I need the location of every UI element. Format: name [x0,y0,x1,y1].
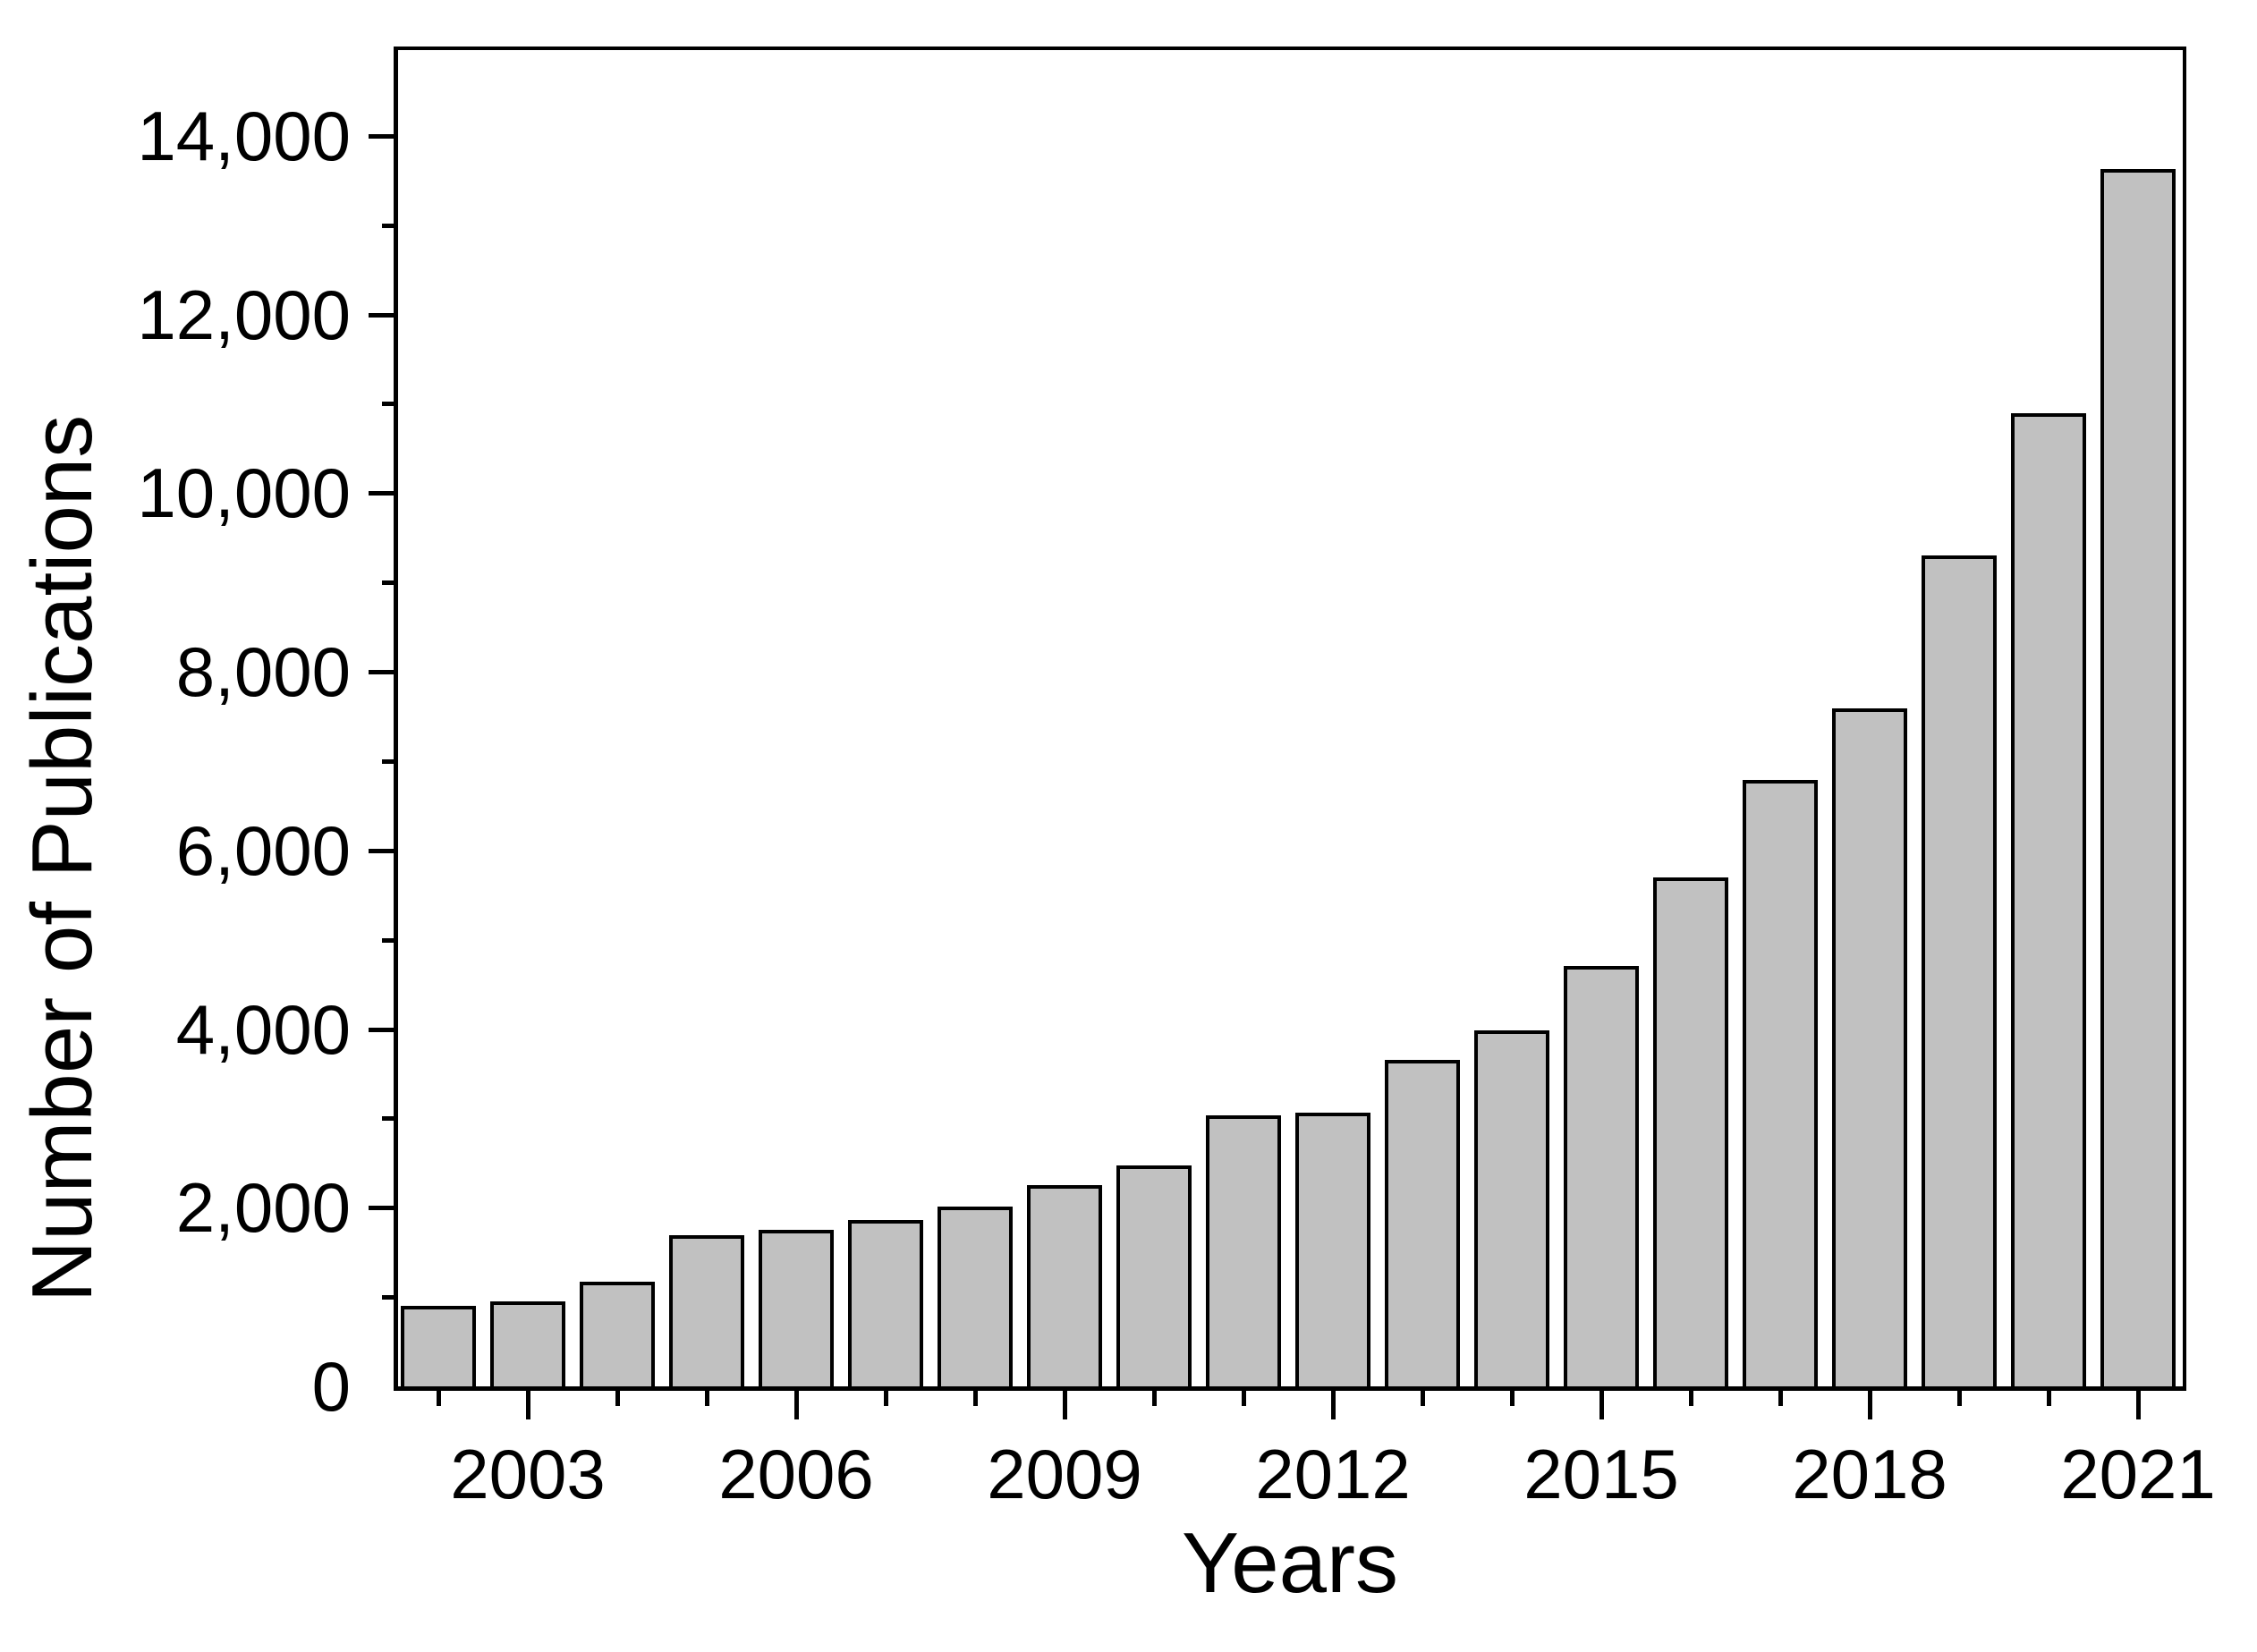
bar-2016 [1653,877,1728,1390]
bar-2008 [938,1207,1013,1390]
y-minor-tick-13000 [382,223,395,228]
bar-2002 [401,1306,476,1390]
x-axis-line [394,1386,2186,1391]
x-major-tick-2018 [1868,1391,1872,1419]
bar-2021 [2100,169,2176,1390]
bar-2005 [669,1235,744,1390]
bar-2015 [1564,966,1639,1390]
x-major-tick-2009 [1063,1391,1067,1419]
x-major-tick-2003 [526,1391,530,1419]
bar-2004 [580,1282,655,1390]
x-minor-tick-2002 [437,1391,441,1406]
bar-2013 [1385,1060,1460,1390]
x-minor-tick-2011 [1242,1391,1246,1406]
y-major-tick-4000 [369,1027,395,1032]
x-major-tick-2015 [1599,1391,1604,1419]
x-tick-label-2015: 2015 [1523,1435,1679,1513]
x-minor-tick-2016 [1689,1391,1693,1406]
y-minor-tick-9000 [382,580,395,586]
x-tick-label-2018: 2018 [1792,1435,1947,1513]
x-minor-tick-2013 [1421,1391,1425,1406]
x-major-tick-2006 [794,1391,799,1419]
x-minor-tick-2010 [1152,1391,1157,1406]
x-minor-tick-2017 [1778,1391,1783,1406]
bar-2003 [490,1301,565,1390]
y-tick-label-0: 0 [311,1347,351,1426]
x-major-tick-2012 [1331,1391,1336,1419]
y-minor-tick-11000 [382,402,395,407]
x-minor-tick-2005 [705,1391,709,1406]
bar-2018 [1832,708,1907,1390]
y-minor-tick-3000 [382,1116,395,1122]
y-major-tick-10000 [369,491,395,496]
y-tick-label-4000: 4,000 [175,989,351,1069]
y-minor-tick-5000 [382,937,395,943]
y-tick-label-12000: 12,000 [137,275,351,354]
plot-frame-right [2183,47,2186,1391]
bar-2012 [1295,1113,1370,1390]
x-major-tick-2021 [2136,1391,2141,1419]
bar-2007 [848,1220,923,1390]
y-major-tick-2000 [369,1206,395,1211]
plot-frame-top [394,47,2186,50]
y-minor-tick-7000 [382,758,395,764]
bar-2009 [1027,1185,1102,1390]
x-axis-title: Years [1182,1515,1398,1611]
bar-2019 [1922,555,1997,1390]
y-tick-label-14000: 14,000 [137,96,351,175]
y-axis-title: Number of Publications [14,414,110,1303]
y-axis-line [394,47,398,1391]
y-minor-tick-1000 [382,1295,395,1300]
bar-2011 [1206,1115,1281,1390]
bar-2017 [1743,780,1818,1390]
x-minor-tick-2004 [615,1391,620,1406]
y-major-tick-8000 [369,670,395,675]
y-tick-label-2000: 2,000 [175,1168,351,1248]
x-tick-label-2006: 2006 [718,1435,874,1513]
x-tick-label-2021: 2021 [2060,1435,2216,1513]
x-minor-tick-2008 [973,1391,978,1406]
bar-2010 [1116,1165,1192,1390]
x-minor-tick-2007 [884,1391,888,1406]
y-tick-label-8000: 8,000 [175,632,351,712]
y-major-tick-14000 [369,133,395,139]
x-tick-label-2009: 2009 [987,1435,1142,1513]
x-tick-label-2012: 2012 [1255,1435,1411,1513]
y-major-tick-12000 [369,312,395,318]
y-major-tick-6000 [369,848,395,853]
y-tick-label-6000: 6,000 [175,810,351,890]
x-tick-label-2003: 2003 [450,1435,606,1513]
bar-2020 [2011,413,2086,1390]
bar-2006 [759,1230,834,1390]
x-minor-tick-2014 [1510,1391,1515,1406]
bar-2014 [1474,1030,1549,1390]
x-minor-tick-2019 [1957,1391,1962,1406]
x-minor-tick-2020 [2047,1391,2051,1406]
y-tick-label-10000: 10,000 [137,453,351,533]
